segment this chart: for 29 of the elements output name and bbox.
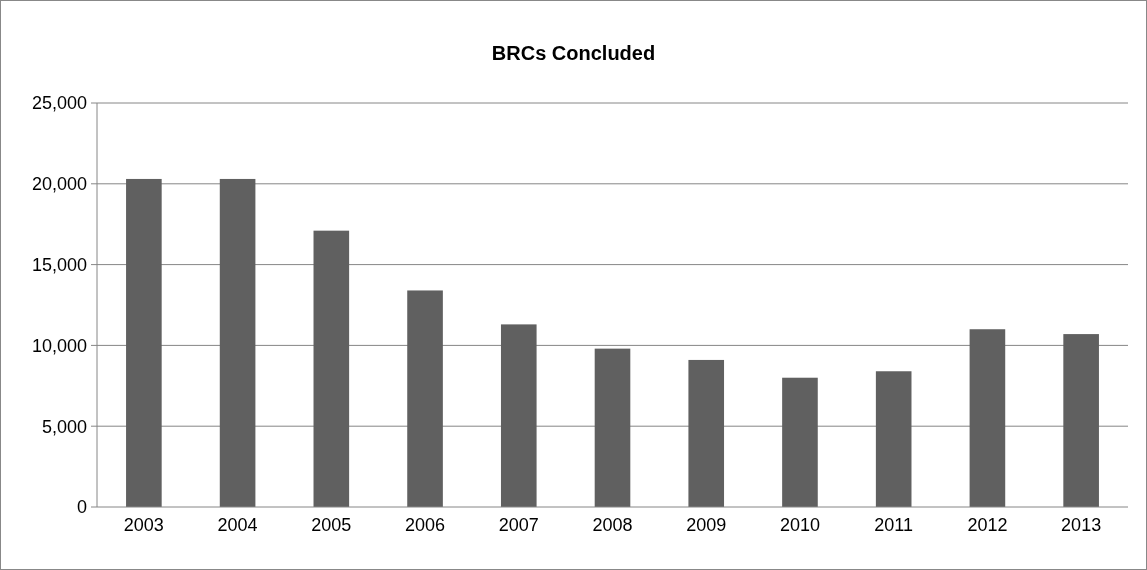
y-tick-label: 15,000: [31, 254, 87, 275]
x-tick-label: 2010: [779, 515, 820, 535]
bar: [500, 324, 537, 507]
y-tick-label: 25,000: [31, 93, 87, 114]
bar: [969, 329, 1006, 507]
bar: [126, 178, 162, 507]
x-tick-label: 2013: [1061, 515, 1102, 535]
y-tick-label: 0: [76, 497, 87, 518]
x-tick-label: 2009: [686, 515, 727, 535]
y-tick-label: 10,000: [31, 335, 87, 356]
x-tick-label: 2003: [123, 515, 164, 535]
x-tick-label: 2006: [405, 515, 446, 535]
bar: [688, 359, 725, 507]
x-tick-label: 2008: [592, 515, 633, 535]
bar: [1063, 334, 1099, 507]
bar: [875, 371, 912, 507]
x-tick-label: 2007: [498, 515, 539, 535]
x-tick-label: 2005: [311, 515, 352, 535]
bar: [594, 348, 631, 507]
x-tick-label: 2004: [217, 515, 258, 535]
x-tick-label: 2011: [874, 515, 914, 535]
bar: [782, 377, 818, 507]
bar: [219, 178, 256, 507]
y-tick-label: 20,000: [31, 174, 87, 195]
bar: [313, 230, 350, 507]
chart-title: BRCs Concluded: [491, 42, 656, 64]
bar: [407, 290, 443, 507]
y-tick-label: 5,000: [41, 416, 87, 437]
x-tick-label: 2012: [967, 515, 1008, 535]
